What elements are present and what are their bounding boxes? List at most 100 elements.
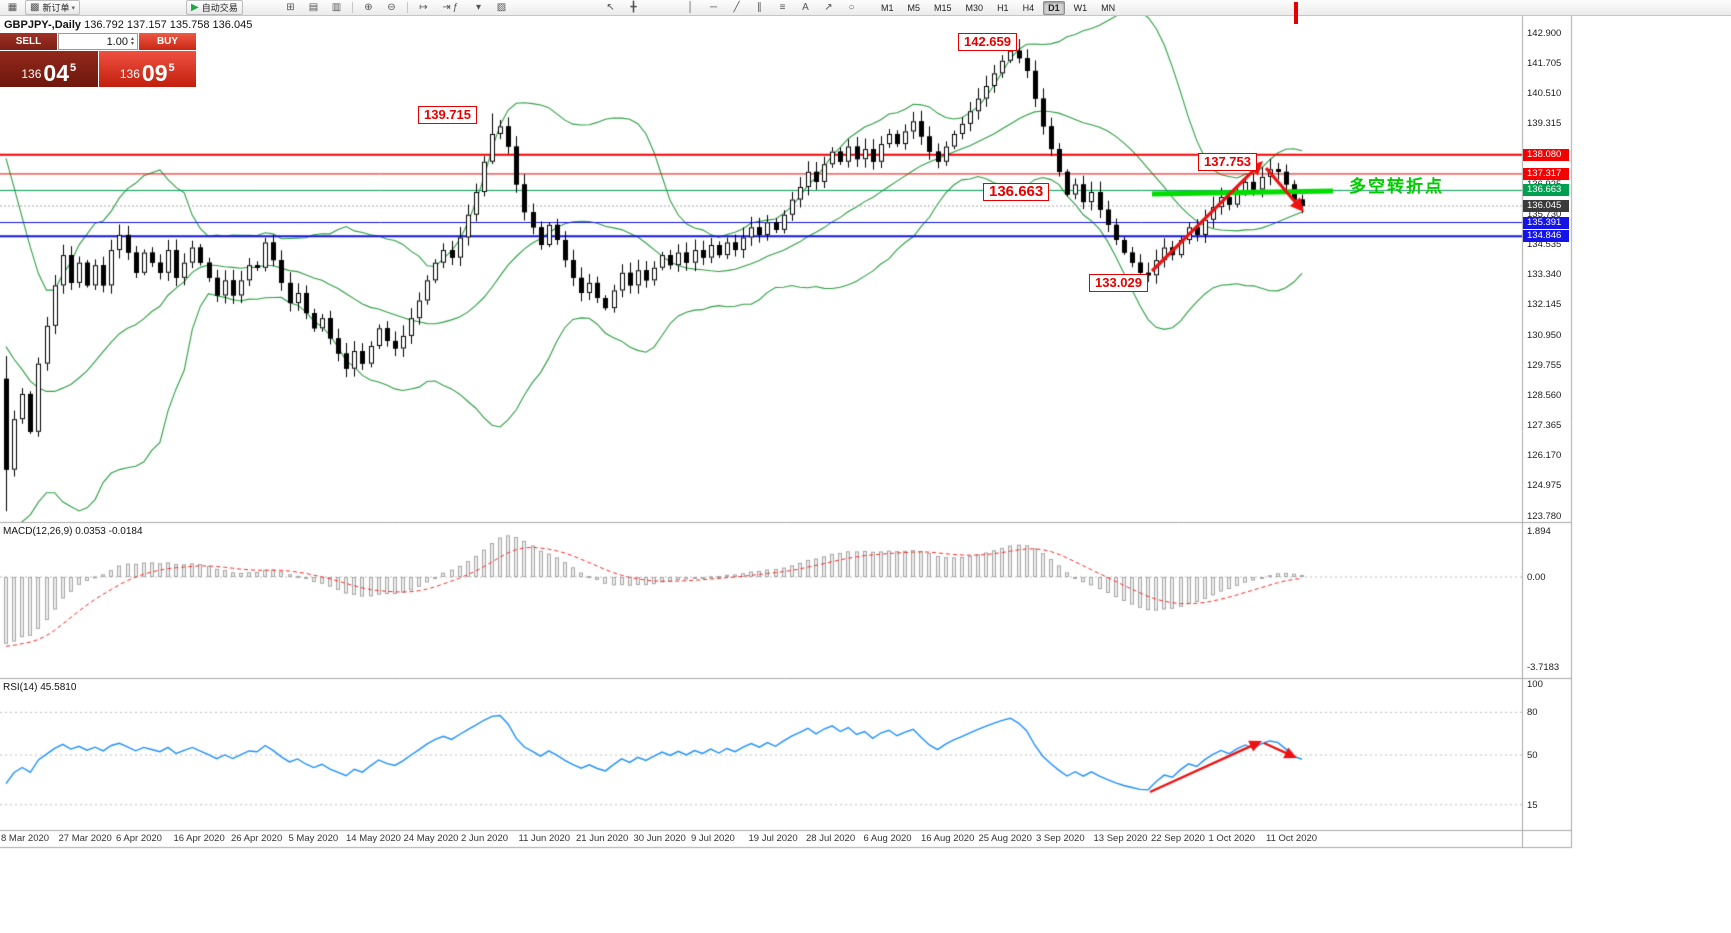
trendline-icon-glyph: ╱ <box>733 1 740 13</box>
fibonacci-icon[interactable]: ≡ <box>772 0 793 15</box>
trendline-icon[interactable]: ╱ <box>726 0 747 15</box>
date-axis-label: 5 May 2020 <box>288 833 339 844</box>
arrow-label-icon-glyph: ↗ <box>824 1 833 13</box>
periods-icon[interactable]: ▾ <box>468 0 489 15</box>
price-axis-label: 130.950 <box>1527 329 1562 341</box>
price-axis-label: 140.510 <box>1527 88 1562 100</box>
charts-icon-glyph: ▦ <box>7 1 18 13</box>
chart-shift-icon-glyph: ⇥ <box>442 1 451 13</box>
price-tag: 134.846 <box>1523 230 1569 243</box>
chart-shift-icon[interactable]: ⇥ <box>436 0 457 15</box>
toolbar-separator <box>352 2 353 13</box>
date-axis-label: 11 Jun 2020 <box>518 833 571 844</box>
sell-price-sup: 5 <box>70 62 77 74</box>
timeframe-m1[interactable]: M1 <box>881 2 894 13</box>
price-annotation: 133.029 <box>1089 274 1148 292</box>
channel-icon[interactable]: ∥ <box>749 0 770 15</box>
timeframe-m30[interactable]: M30 <box>965 2 984 13</box>
one-click-trading-panel: SELL 1.00 ▴ ▾ BUY 136 04 5 136 09 5 <box>0 33 196 87</box>
date-axis-label: 27 Mar 2020 <box>58 833 112 844</box>
auto-scroll-icon-glyph: ↦ <box>419 1 428 13</box>
shapes-icon-glyph: ○ <box>848 1 855 13</box>
date-axis-label: 14 May 2020 <box>346 833 401 844</box>
rsi-axis-label: 80 <box>1527 707 1538 719</box>
periods-icon-glyph: ▾ <box>475 1 482 13</box>
volume-spinner[interactable]: ▴ ▾ <box>130 35 134 47</box>
timeframe-mn[interactable]: MN <box>1101 2 1116 13</box>
spin-up-icon[interactable]: ▴ <box>130 35 134 42</box>
timeframe-w1[interactable]: W1 <box>1073 2 1088 13</box>
channel-icon-glyph: ∥ <box>757 1 762 13</box>
date-axis-label: 24 May 2020 <box>403 833 459 844</box>
timeframe-m15[interactable]: M15 <box>934 2 952 13</box>
zoom-in-icon-glyph: ⊕ <box>364 1 373 13</box>
timeframe-d1[interactable]: D1 <box>1043 0 1065 15</box>
toolbar-separator <box>407 2 408 13</box>
shapes-icon[interactable]: ○ <box>841 0 862 15</box>
zoom-out-icon[interactable]: ⊖ <box>381 0 402 15</box>
toolbar-group: ƒ ▾ ▨ <box>445 1 512 14</box>
templates-icon[interactable]: ▨ <box>491 0 512 15</box>
symbol-period-label: GBPJPY-,Daily <box>4 19 82 31</box>
auto-trading-button[interactable]: ▶ 自动交易 <box>186 0 243 15</box>
date-axis-label: 3 Sep 2020 <box>1036 833 1085 844</box>
tile-vertical-icon[interactable]: ▥ <box>326 0 347 15</box>
toolbar-group: ⊞ ▤ ▥ ⊕ ⊖ ↦ ⇥ <box>280 1 457 14</box>
date-axis-label: 19 Jul 2020 <box>748 833 798 844</box>
caret-down-icon: ▾ <box>71 4 75 12</box>
sell-price-tile[interactable]: 136 04 5 <box>0 51 98 87</box>
auto-trading-button-label: 自动交易 <box>201 3 238 13</box>
price-annotation: 139.715 <box>418 106 477 124</box>
buy-price-pips: 09 <box>141 60 168 86</box>
new-order-glyph: ▩ <box>30 1 40 13</box>
date-axis-label: 25 Aug 2020 <box>978 833 1032 844</box>
spin-down-icon[interactable]: ▾ <box>130 40 134 47</box>
timeframe-h1[interactable]: H1 <box>997 2 1009 13</box>
tile-horizontal-icon-glyph: ▤ <box>308 1 319 13</box>
macd-axis-label: 1.894 <box>1527 525 1551 537</box>
horizontal-line-icon[interactable]: ─ <box>703 0 724 15</box>
cascade-windows-icon[interactable]: ⊞ <box>280 0 301 15</box>
date-axis-label: 28 Jul 2020 <box>806 833 856 844</box>
macd-axis-label: 0.00 <box>1527 572 1546 583</box>
price-axis-label: 133.340 <box>1527 269 1562 281</box>
price-axis-label: 135.730 <box>1527 208 1562 220</box>
date-axis-label: 9 Jul 2020 <box>691 833 735 844</box>
rsi-indicator-label: RSI(14) 45.5810 <box>3 682 77 693</box>
indicators-icon[interactable]: ƒ <box>445 0 466 15</box>
new-order-button[interactable]: ▩ 新订单 ▾ <box>25 0 80 15</box>
tile-horizontal-icon[interactable]: ▤ <box>303 0 324 15</box>
volume-input[interactable]: 1.00 ▴ ▾ <box>58 33 138 50</box>
buy-price-base: 136 <box>119 67 140 81</box>
price-axis-label: 123.780 <box>1527 510 1562 522</box>
date-axis-label: 30 Jun 2020 <box>633 833 686 844</box>
date-axis-label: 13 Sep 2020 <box>1093 833 1148 844</box>
buy-button[interactable]: BUY <box>139 33 196 50</box>
price-axis-label: 128.560 <box>1527 389 1562 401</box>
buy-price-tile[interactable]: 136 09 5 <box>98 51 196 87</box>
price-axis-label: 142.900 <box>1527 28 1562 39</box>
date-axis-label: 16 Apr 2020 <box>173 833 225 844</box>
toolbar-group: ▦ ▩ 新订单 ▾ <box>2 0 80 15</box>
sell-button[interactable]: SELL <box>0 33 57 50</box>
date-axis-label: 1 Oct 2020 <box>1208 833 1255 844</box>
arrow-label-icon[interactable]: ↗ <box>818 0 839 15</box>
auto-trading-glyph: ▶ <box>191 1 199 13</box>
one-click-price-row: 136 04 5 136 09 5 <box>0 51 196 87</box>
cursor-icon[interactable]: ↖ <box>600 0 621 15</box>
zoom-in-icon[interactable]: ⊕ <box>358 0 379 15</box>
timeframe-m5[interactable]: M5 <box>907 2 921 13</box>
sell-price-pips: 04 <box>43 60 69 86</box>
charts-icon[interactable]: ▦ <box>2 0 23 15</box>
date-axis-label: 16 Aug 2020 <box>921 833 975 844</box>
timeframe-h4[interactable]: H4 <box>1022 2 1035 13</box>
crosshair-icon[interactable]: ╋ <box>623 0 644 15</box>
text-icon[interactable]: A <box>795 0 816 15</box>
rsi-axis-label: 15 <box>1527 799 1538 811</box>
timeframe-toolbar: M1 M5 M15 M30 H1 H4 D1 W1 MN <box>875 0 1121 15</box>
auto-scroll-icon[interactable]: ↦ <box>413 0 434 15</box>
price-axis-label: 134.535 <box>1527 239 1562 251</box>
price-axis-label: 136.925 <box>1527 179 1561 190</box>
vertical-line-icon[interactable]: │ <box>680 0 701 15</box>
